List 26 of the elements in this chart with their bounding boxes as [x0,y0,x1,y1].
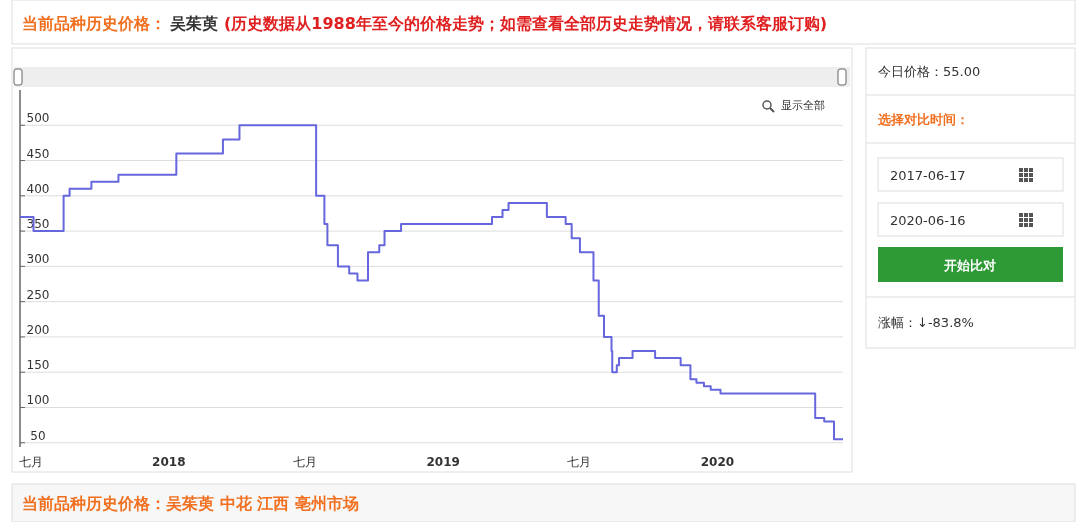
y-tick-label: 400 [26,181,50,196]
y-tick-label: 500 [26,111,50,126]
text: 2020-06-16 [890,213,966,228]
annotation: 显示全部 [781,99,825,112]
x-tick-label: 七月 [18,455,43,469]
y-tick-label: 300 [26,252,50,267]
text: 选择对比时间： [877,112,969,127]
text: 开始比对 [943,258,996,273]
x-tick-label: 2019 [426,455,460,469]
x-tick-label: 七月 [292,455,317,469]
y-tick-label: 250 [26,287,50,302]
text: 涨幅：↓-83.8% [878,315,974,330]
chart-subtitle: 吴茱萸 [169,14,218,33]
y-tick-label: 50 [30,428,46,443]
chart-title: 当前品种历史价格： [22,14,166,33]
y-tick-label: 100 [26,393,50,408]
text: (历史数据从1988年至今的价格走势；如需查看全部历史走势情况，请联系客服订购) [224,14,828,33]
text: 今日价格：55.00 [878,64,981,79]
x-tick-label: 2020 [700,455,735,469]
x-tick-label: 七月 [567,455,592,469]
y-tick-label: 200 [26,322,50,337]
x-tick-label: 2018 [152,455,186,469]
y-tick-label: 450 [26,146,50,161]
text: 2017-06-17 [890,168,966,183]
text: 当前品种历史价格：吴茱萸 中花 江西 亳州市场 [22,494,359,513]
y-tick-label: 150 [26,358,50,373]
